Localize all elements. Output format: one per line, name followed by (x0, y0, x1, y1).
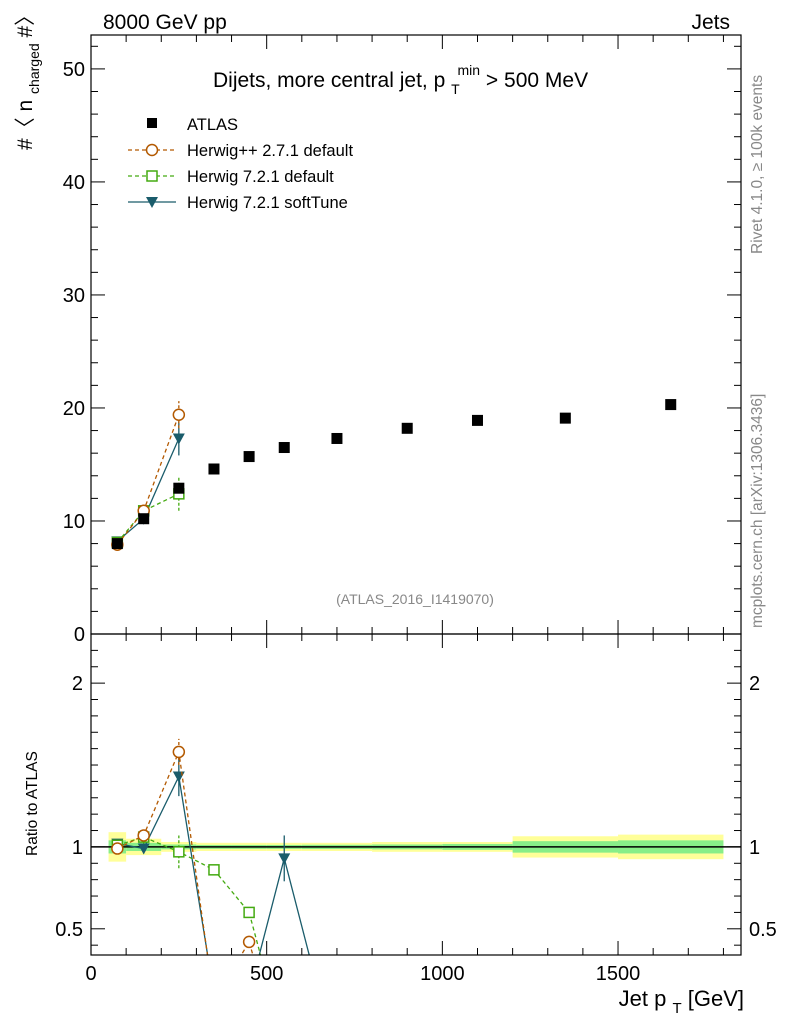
legend-item-herwigpp: Herwig++ 2.7.1 default (128, 142, 353, 160)
top-point-1-2 (172, 408, 186, 421)
x-tick-label-2: 1000 (420, 963, 465, 985)
ratio-series-line-0 (117, 749, 254, 955)
legend-label-atlas: ATLAS (187, 116, 238, 134)
ratio-point-0-1 (137, 829, 150, 842)
ratio-point-1-4 (243, 906, 255, 919)
ratio-point-2-4 (243, 989, 255, 1000)
top-ytick-label-2: 20 (63, 398, 85, 420)
legend-marker-herwig7-softtune (146, 197, 158, 208)
plot-title-tail: > 500 MeV (486, 69, 588, 92)
bottom-ylabel: Ratio to ATLAS (24, 751, 41, 856)
top-ytick-label-0: 0 (74, 624, 85, 646)
legend-item-herwig7-default: Herwig 7.2.1 default (128, 168, 334, 186)
top-ylabel: #〈 n charged #〉 (14, 5, 44, 150)
ratio-point-0-2 (172, 745, 186, 759)
ratio-ytick-label-1: 1 (72, 837, 83, 859)
legend-label-herwig7-default: Herwig 7.2.1 default (187, 168, 334, 186)
bottom-axes: 0.5 0.5 1 1 2 2 0 500 1000 1500 (55, 634, 777, 985)
plot-title-main: Dijets, more central jet, p (213, 69, 445, 92)
header-left: 8000 GeV pp (103, 11, 227, 34)
header-right: Jets (691, 11, 730, 34)
bottom-frame (90, 633, 742, 956)
top-point-0-10 (665, 399, 677, 411)
ratio-ytick-label-right-1: 1 (749, 837, 760, 859)
x-axis-label-tail: [GeV] (688, 986, 744, 1011)
x-tick-label-3: 1500 (596, 963, 641, 985)
top-point-0-5 (278, 442, 290, 454)
ratio-point-2-1 (137, 843, 150, 855)
ratio-point-0-4 (242, 935, 256, 949)
legend-label-herwigpp: Herwig++ 2.7.1 default (187, 142, 353, 160)
ratio-ytick-label-right-0: 0.5 (749, 919, 777, 941)
legend-label-herwig7-softtune: Herwig 7.2.1 softTune (187, 194, 348, 212)
top-ytick-label-1: 10 (63, 511, 85, 533)
mcplots-label: mcplots.cern.ch [arXiv:1306.3436] (749, 394, 766, 628)
rivet-label: Rivet 4.1.0, ≥ 100k events (749, 75, 766, 254)
top-ytick-label-4: 40 (63, 172, 85, 194)
ratio-point-1-2 (173, 846, 185, 858)
top-ylabel-sub: charged (26, 43, 42, 94)
ratio-ytick-label-right-2: 2 (749, 673, 760, 695)
ratio-series-line-2 (117, 774, 310, 955)
x-axis-label-sub: T (672, 1000, 681, 1017)
top-point-0-2 (173, 482, 185, 494)
top-point-3-2 (172, 433, 185, 445)
top-panel: 0 10 20 30 40 50 Dijets, more central jet, p … (14, 5, 742, 646)
top-point-0-3 (208, 463, 220, 475)
top-ylabel-suffix: #〉 (14, 5, 37, 38)
top-ylabel-prefix: #〈 n (14, 100, 37, 150)
top-ytick-label-3: 30 (63, 285, 85, 307)
x-tick-label-1: 500 (250, 963, 283, 985)
ratio-marks (111, 738, 325, 1008)
plot-title-sub: T (451, 81, 460, 97)
top-point-0-7 (401, 422, 413, 434)
x-tick-label-0: 0 (85, 963, 96, 985)
legend-marker-herwigpp (145, 143, 159, 157)
top-marks (111, 399, 677, 551)
plot-title-sup: min (458, 62, 481, 78)
ratio-ytick-label-0: 0.5 (55, 919, 83, 941)
legend: ATLAS Herwig++ 2.7.1 default Herwig 7.2.… (128, 116, 353, 212)
top-point-0-6 (331, 432, 343, 444)
top-series-line-1 (116, 414, 180, 546)
ratio-ytick-label-2: 2 (72, 673, 83, 695)
analysis-tag: (ATLAS_2016_I1419070) (336, 591, 494, 607)
top-point-0-0 (111, 538, 123, 550)
top-point-0-8 (471, 414, 483, 426)
ratio-point-0-3 (208, 995, 219, 1006)
legend-item-herwig7-softtune: Herwig 7.2.1 softTune (128, 194, 348, 212)
ratio-point-1-3 (208, 864, 220, 876)
top-point-0-1 (138, 513, 150, 525)
plot-title: Dijets, more central jet, p T min > 500 … (213, 57, 588, 99)
top-point-0-9 (559, 412, 571, 424)
x-axis-label: Jet p T [GeV] (619, 986, 744, 1018)
top-ytick-label-5: 50 (63, 59, 85, 81)
ratio-point-2-6 (313, 989, 325, 1000)
ratio-point-0-5 (261, 997, 272, 1008)
top-axes: 0 10 20 30 40 50 (63, 35, 741, 646)
top-series-line-3 (116, 438, 180, 542)
legend-marker-herwig7-default (146, 170, 158, 182)
ratio-point-2-5 (278, 853, 291, 865)
top-point-0-4 (243, 451, 255, 463)
legend-marker-atlas (147, 118, 157, 128)
ratio-point-0-0 (111, 842, 124, 855)
x-axis-label-main: Jet p (619, 986, 667, 1011)
ratio-point-2-3 (208, 989, 220, 1000)
legend-item-atlas: ATLAS (147, 116, 238, 134)
bottom-panel: 0.5 0.5 1 1 2 2 0 500 1000 1500 Ratio to ATLAS Je… (24, 633, 777, 1018)
